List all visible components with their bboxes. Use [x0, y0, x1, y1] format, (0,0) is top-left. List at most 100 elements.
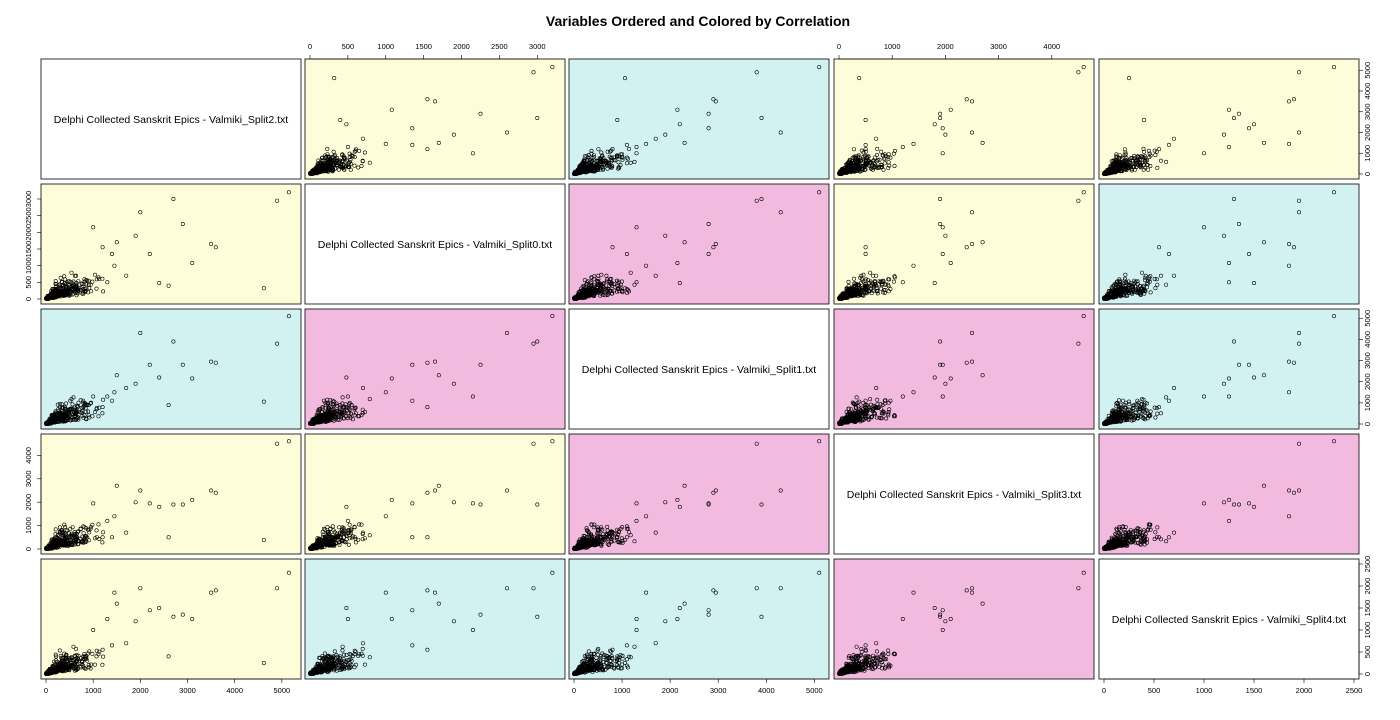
- panel-background: [304, 308, 566, 430]
- panel-background: [40, 58, 302, 180]
- data-point: [327, 164, 332, 169]
- diagonal-panel-1: Delphi Collected Sanskrit Epics - Valmik…: [304, 183, 566, 305]
- data-point: [613, 158, 618, 163]
- chart-title: Variables Ordered and Colored by Correla…: [546, 13, 850, 29]
- diagonal-panel-0: Delphi Collected Sanskrit Epics - Valmik…: [40, 58, 302, 180]
- data-point: [597, 156, 602, 161]
- data-point: [348, 157, 353, 162]
- data-point: [308, 171, 313, 176]
- data-point: [356, 165, 361, 170]
- panel-background: [568, 183, 830, 305]
- data-point: [478, 111, 483, 116]
- data-point: [591, 155, 596, 160]
- data-point: [330, 154, 335, 159]
- data-point: [346, 164, 351, 169]
- data-point: [389, 107, 394, 112]
- data-point: [331, 158, 336, 163]
- data-point: [320, 155, 325, 160]
- data-point: [323, 165, 328, 170]
- data-point: [601, 167, 606, 172]
- data-point: [325, 152, 330, 157]
- data-point: [333, 159, 338, 164]
- data-point: [357, 148, 362, 153]
- data-point: [605, 166, 610, 171]
- scatter-panel-0-1: [304, 58, 566, 180]
- data-point: [603, 158, 608, 163]
- data-point: [336, 167, 341, 172]
- data-point: [470, 151, 475, 156]
- data-point: [310, 171, 315, 176]
- data-point: [322, 159, 327, 164]
- data-point: [323, 169, 328, 174]
- data-point: [328, 158, 333, 163]
- data-point: [334, 161, 339, 166]
- data-point: [340, 152, 345, 157]
- scatter-panel-2-1: [304, 308, 566, 430]
- data-point: [531, 70, 536, 75]
- data-point: [327, 155, 332, 160]
- data-point: [359, 164, 364, 169]
- variable-label: Delphi Collected Sanskrit Epics - Valmik…: [54, 114, 288, 126]
- diagonal-panel-2: Delphi Collected Sanskrit Epics - Valmik…: [568, 308, 830, 430]
- scatter-panel-1-0: [40, 183, 302, 305]
- data-point: [609, 159, 614, 164]
- scatter-panel-0-4: [1098, 58, 1360, 180]
- panel-background: [1098, 58, 1360, 180]
- data-point: [608, 149, 613, 154]
- data-point: [322, 165, 327, 170]
- panel-grid: Delphi Collected Sanskrit Epics - Valmik…: [40, 58, 1360, 680]
- data-point: [342, 156, 347, 161]
- data-point: [317, 165, 322, 170]
- data-point: [360, 136, 365, 141]
- data-point: [605, 149, 610, 154]
- data-point: [332, 76, 337, 81]
- data-point: [436, 140, 441, 145]
- panel-background: [304, 58, 566, 180]
- scatter-panel-1-3: [833, 183, 1095, 305]
- data-point: [535, 116, 540, 121]
- data-point: [583, 159, 588, 164]
- data-point: [315, 169, 320, 174]
- data-point: [340, 159, 345, 164]
- data-point: [334, 163, 339, 168]
- scatter-panel-0-3: [833, 58, 1095, 180]
- data-point: [626, 146, 631, 151]
- data-point: [504, 130, 509, 135]
- data-point: [625, 156, 630, 161]
- data-point: [343, 163, 348, 168]
- data-point: [410, 142, 415, 147]
- data-point: [619, 155, 624, 160]
- scatter-panel-2-0: [40, 308, 302, 430]
- data-point: [344, 122, 349, 127]
- data-point: [616, 166, 621, 171]
- data-point: [330, 167, 335, 172]
- data-point: [352, 163, 357, 168]
- variable-label: Delphi Collected Sanskrit Epics - Valmik…: [318, 239, 552, 251]
- data-point: [347, 151, 352, 156]
- data-point: [338, 118, 343, 123]
- data-point: [314, 169, 319, 174]
- data-point: [350, 154, 355, 159]
- data-point: [345, 145, 350, 150]
- data-point: [318, 162, 323, 167]
- data-point: [451, 132, 456, 137]
- data-point: [352, 149, 357, 154]
- data-point: [601, 163, 606, 168]
- data-point: [620, 157, 625, 162]
- scatter-panel-1-4: [1098, 183, 1360, 305]
- data-point: [550, 65, 555, 70]
- data-point: [339, 164, 344, 169]
- data-point: [330, 168, 335, 173]
- scatter-panel-2-3: [833, 308, 1095, 430]
- scatter-panel-0-2: [568, 58, 830, 180]
- data-point: [628, 160, 633, 165]
- data-point: [367, 160, 372, 165]
- data-point: [616, 160, 621, 165]
- data-point: [425, 147, 430, 152]
- variable-label: Delphi Collected Sanskrit Epics - Valmik…: [582, 364, 816, 376]
- data-point: [360, 158, 365, 163]
- data-point: [325, 146, 330, 151]
- data-point: [362, 150, 367, 155]
- scatter-panel-1-2: [568, 183, 830, 305]
